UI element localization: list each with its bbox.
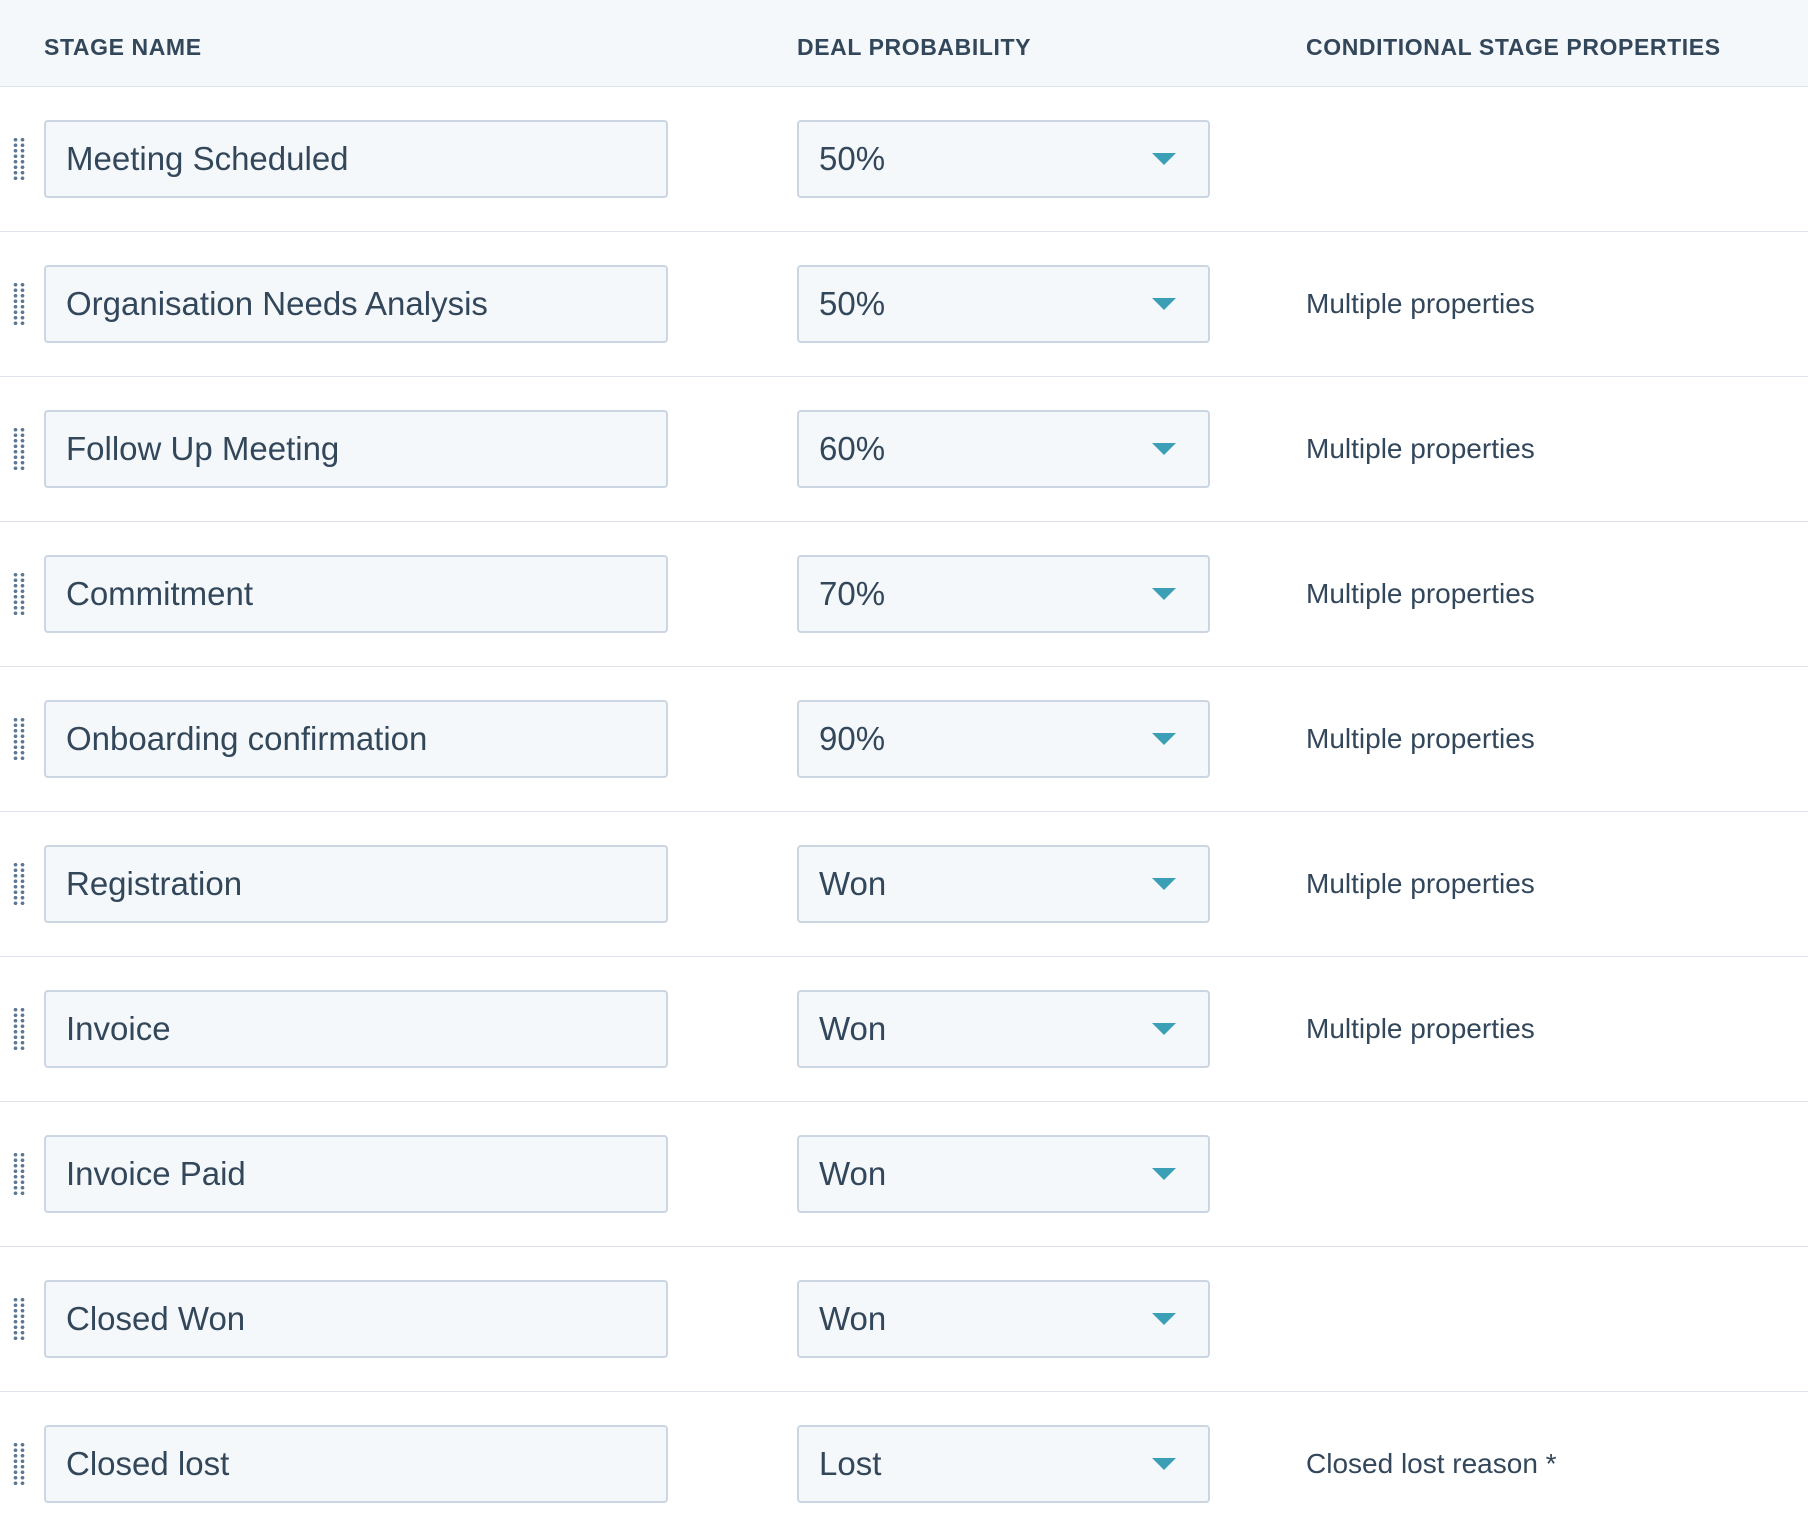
stage-rows: 50% 50% Multiple properties 60% Multiple…: [0, 87, 1808, 1536]
conditional-properties-link[interactable]: Multiple properties: [1306, 578, 1535, 609]
drag-handle-icon[interactable]: [12, 572, 26, 616]
caret-down-icon: [1152, 1313, 1176, 1325]
table-row: Won: [0, 1102, 1808, 1247]
caret-down-icon: [1152, 878, 1176, 890]
deal-probability-select[interactable]: Lost: [797, 1425, 1210, 1503]
table-row: Lost Closed lost reason *: [0, 1392, 1808, 1536]
deal-probability-value: Won: [819, 1010, 887, 1047]
deal-probability-value: 90%: [819, 720, 886, 757]
table-header: STAGE NAME DEAL PROBABILITY CONDITIONAL …: [0, 0, 1808, 87]
table-row: Won: [0, 1247, 1808, 1392]
deal-probability-select[interactable]: Won: [797, 990, 1210, 1068]
deal-probability-value: Won: [819, 865, 887, 902]
deal-probability-select[interactable]: 50%: [797, 265, 1210, 343]
deal-probability-value: 70%: [819, 575, 886, 612]
drag-handle-icon[interactable]: [12, 282, 26, 326]
stage-name-input[interactable]: [44, 555, 668, 633]
table-row: 50% Multiple properties: [0, 232, 1808, 377]
caret-down-icon: [1152, 443, 1176, 455]
deal-probability-select[interactable]: Won: [797, 1280, 1210, 1358]
drag-handle-icon[interactable]: [12, 1007, 26, 1051]
deal-probability-select[interactable]: 90%: [797, 700, 1210, 778]
table-row: Won Multiple properties: [0, 812, 1808, 957]
table-row: 70% Multiple properties: [0, 522, 1808, 667]
deal-probability-select[interactable]: 50%: [797, 120, 1210, 198]
conditional-properties-link[interactable]: Closed lost reason *: [1306, 1448, 1557, 1479]
caret-down-icon: [1152, 153, 1176, 165]
deal-probability-value: 50%: [819, 140, 886, 177]
column-header-conditional-stage-properties[interactable]: CONDITIONAL STAGE PROPERTIES: [1306, 34, 1721, 60]
caret-down-icon: [1152, 298, 1176, 310]
caret-down-icon: [1152, 733, 1176, 745]
deal-probability-select[interactable]: 60%: [797, 410, 1210, 488]
drag-handle-icon[interactable]: [12, 862, 26, 906]
conditional-properties-link[interactable]: Multiple properties: [1306, 723, 1535, 754]
stage-name-input[interactable]: [44, 120, 668, 198]
deal-probability-value: 60%: [819, 430, 886, 467]
conditional-properties-link[interactable]: Multiple properties: [1306, 1013, 1535, 1044]
column-header-deal-probability[interactable]: DEAL PROBABILITY: [797, 34, 1032, 60]
deal-probability-select[interactable]: Won: [797, 1135, 1210, 1213]
stage-name-input[interactable]: [44, 700, 668, 778]
caret-down-icon: [1152, 1023, 1176, 1035]
stage-name-input[interactable]: [44, 1135, 668, 1213]
conditional-properties-link[interactable]: Multiple properties: [1306, 433, 1535, 464]
drag-handle-icon[interactable]: [12, 1297, 26, 1341]
drag-handle-icon[interactable]: [12, 427, 26, 471]
stage-name-input[interactable]: [44, 845, 668, 923]
stage-name-input[interactable]: [44, 990, 668, 1068]
table-row: 60% Multiple properties: [0, 377, 1808, 522]
drag-handle-icon[interactable]: [12, 137, 26, 181]
deal-probability-select[interactable]: 70%: [797, 555, 1210, 633]
stage-name-input[interactable]: [44, 1280, 668, 1358]
stage-name-input[interactable]: [44, 265, 668, 343]
column-header-stage-name[interactable]: STAGE NAME: [44, 34, 202, 60]
deal-probability-value: Lost: [819, 1445, 882, 1482]
deal-probability-select[interactable]: Won: [797, 845, 1210, 923]
deal-probability-value: Won: [819, 1155, 887, 1192]
drag-handle-icon[interactable]: [12, 717, 26, 761]
deal-probability-value: 50%: [819, 285, 886, 322]
caret-down-icon: [1152, 588, 1176, 600]
table-row: Won Multiple properties: [0, 957, 1808, 1102]
conditional-properties-link[interactable]: Multiple properties: [1306, 288, 1535, 319]
stage-name-input[interactable]: [44, 410, 668, 488]
conditional-properties-link[interactable]: Multiple properties: [1306, 868, 1535, 899]
caret-down-icon: [1152, 1168, 1176, 1180]
drag-handle-icon[interactable]: [12, 1152, 26, 1196]
caret-down-icon: [1152, 1458, 1176, 1470]
table-row: 90% Multiple properties: [0, 667, 1808, 812]
deal-probability-value: Won: [819, 1300, 887, 1337]
stage-name-input[interactable]: [44, 1425, 668, 1503]
table-row: 50%: [0, 87, 1808, 232]
drag-handle-icon[interactable]: [12, 1442, 26, 1486]
